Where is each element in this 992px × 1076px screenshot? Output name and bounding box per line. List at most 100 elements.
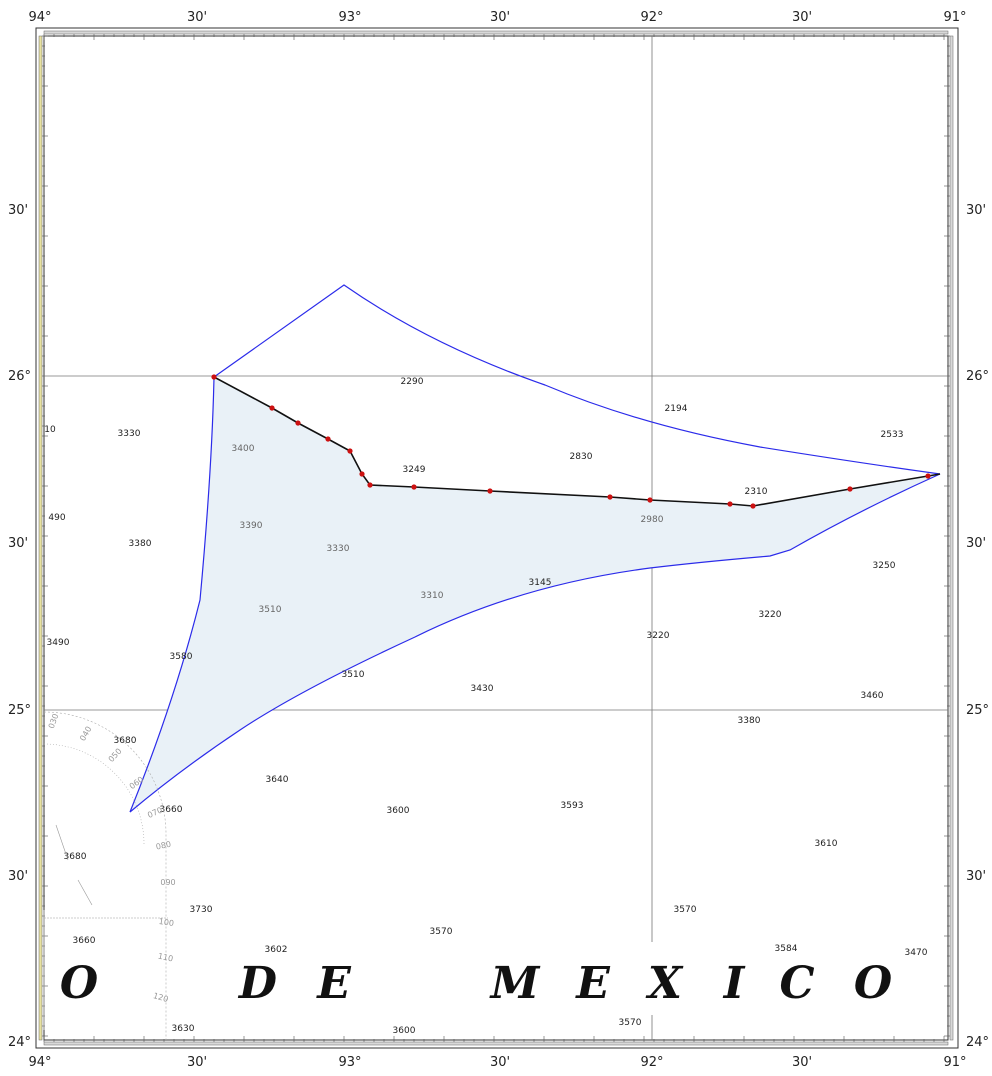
protractor-label: 100 [158,917,174,928]
track-waypoint [325,436,331,442]
depth-sounding: 3380 [129,539,152,549]
left-coordinate-label: 30' [8,203,28,218]
depth-sounding: 10 [44,425,56,435]
track-waypoint [359,471,365,477]
bottom-coordinate-label: 93° [338,1055,361,1070]
depth-sounding: 3660 [160,805,183,815]
right-coordinate-label: 30' [966,869,986,884]
depth-sounding: 3610 [815,839,838,849]
depth-sounding: 3400 [232,444,255,454]
right-coordinate-label: 26° [966,369,989,384]
depth-sounding: 3430 [471,684,494,694]
track-waypoint [727,501,733,507]
place-name-letter: E [574,958,611,1009]
depth-sounding: 2290 [401,377,424,387]
depth-sounding: 3330 [327,544,350,554]
depth-soundings: 2290 2194 2533 3330 3400 3249 2830 2310 2980 10 49… [44,377,927,1036]
top-coordinate-label: 30' [187,10,207,25]
map-frame [35,27,959,1049]
depth-sounding: 3600 [387,806,410,816]
depth-sounding: 3600 [393,1026,416,1036]
bottom-coordinate-label: 30' [187,1055,207,1070]
depth-sounding: 490 [48,513,65,523]
bottom-coordinate-label: 94° [28,1055,51,1070]
track-waypoint [847,486,853,492]
protractor-label: 120 [152,991,169,1004]
track-waypoint [295,420,301,426]
place-name-letter: E [315,958,352,1009]
place-name-letter: C [779,958,814,1009]
ship-track [211,374,941,509]
depth-sounding: 3380 [738,716,761,726]
protractor-overlay [43,711,168,1040]
place-name-letter: O [854,958,892,1009]
depth-sounding: 3510 [342,670,365,680]
depth-sounding: 3570 [674,905,697,915]
top-coordinate-label: 92° [640,10,663,25]
right-coordinate-label: 24° [966,1035,989,1050]
depth-sounding: 3390 [240,521,263,531]
bottom-coordinate-label: 92° [640,1055,663,1070]
depth-sounding: 3680 [114,736,137,746]
track-waypoint [211,374,217,380]
protractor-label: 090 [160,878,175,887]
top-coordinate-label: 93° [338,10,361,25]
bottom-coordinate-label: 91° [943,1055,966,1070]
place-name-letter: D [237,958,277,1009]
survey-boundary [129,284,941,813]
depth-sounding: 3630 [172,1024,195,1034]
track-waypoint [750,503,756,509]
top-coordinate-label: 91° [943,10,966,25]
right-coordinate-label: 30' [966,536,986,551]
track-waypoint [269,405,275,411]
depth-sounding: 3593 [561,801,584,811]
place-name-letter: O [60,958,98,1009]
frame-ticks [42,34,950,1042]
top-coordinate-label: 94° [28,10,51,25]
depth-sounding: 3249 [403,465,426,475]
depth-sounding: 2830 [570,452,593,462]
track-waypoint [647,497,653,503]
coordinate-labels: 94° 30' 93° 30' 92° 30' 91° 94° 30' 93° 30' 92° 30' 9… [8,10,989,1070]
protractor-label: 110 [157,952,174,964]
depth-sounding: 3584 [775,944,798,954]
left-coordinate-label: 26° [8,369,31,384]
depth-sounding: 2310 [745,487,768,497]
right-coordinate-label: 30' [966,203,986,218]
depth-sounding: 3640 [266,775,289,785]
track-waypoint [925,473,931,479]
place-name-letter: M [489,958,541,1009]
depth-sounding: 2533 [881,430,904,440]
depth-sounding: 3250 [873,561,896,571]
depth-sounding: 3730 [190,905,213,915]
place-name-letter: I [722,958,746,1009]
depth-sounding: 3660 [73,936,96,946]
depth-sounding: 3220 [759,610,782,620]
top-coordinate-label: 30' [490,10,510,25]
bottom-coordinate-label: 30' [490,1055,510,1070]
right-coordinate-label: 25° [966,703,989,718]
bottom-coordinate-label: 30' [792,1055,812,1070]
depth-sounding: 3220 [647,631,670,641]
protractor-label: 040 [78,725,93,743]
depth-sounding: 3145 [529,578,552,588]
track-waypoint [411,484,417,490]
left-coordinate-label: 24° [8,1035,31,1050]
top-coordinate-label: 30' [792,10,812,25]
depth-sounding: 3460 [861,691,884,701]
left-coordinate-label: 30' [8,869,28,884]
depth-sounding: 2194 [665,404,688,414]
depth-sounding: 2980 [641,515,664,525]
survey-area-fill [130,377,940,812]
track-waypoints [211,374,931,509]
track-waypoint [487,488,493,494]
protractor-label: 030 [47,712,61,729]
protractor-label: 080 [155,840,172,852]
depth-sounding: 3602 [265,945,288,955]
depth-sounding: 3680 [64,852,87,862]
protractor-label: 050 [107,747,124,764]
depth-sounding: 3310 [421,591,444,601]
track-waypoint [367,482,373,488]
track-waypoint [347,448,353,454]
